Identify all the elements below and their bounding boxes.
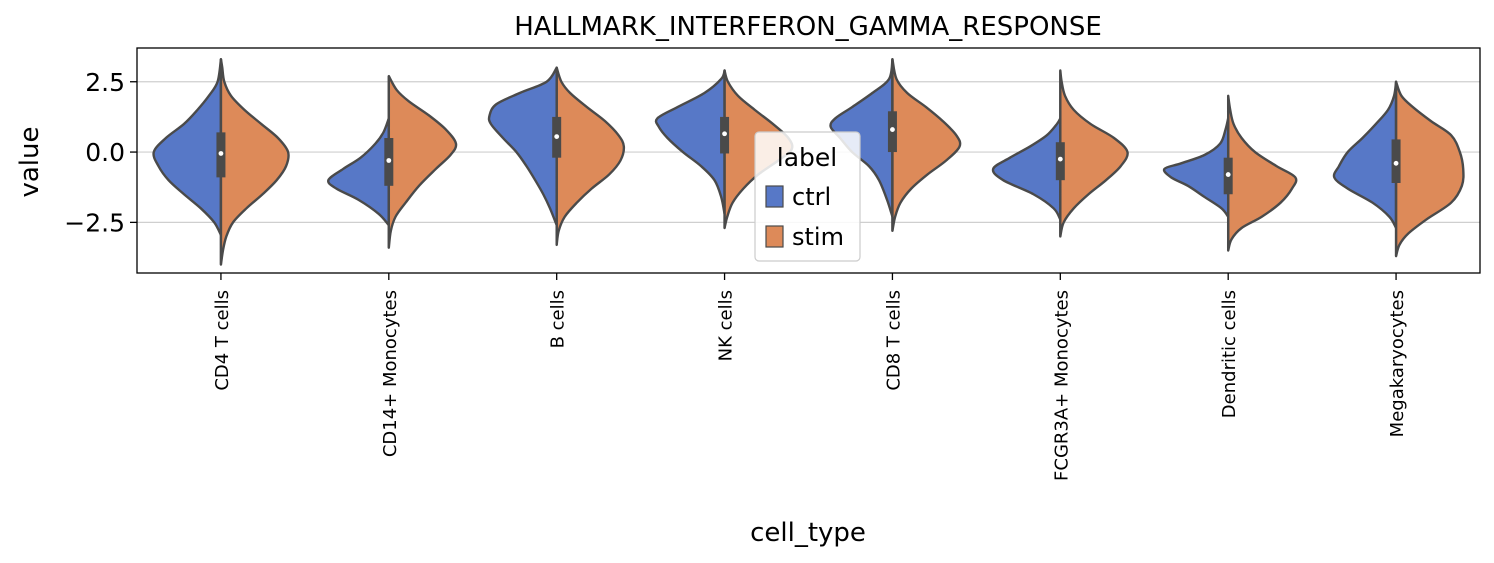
violin-stim-4 xyxy=(891,58,962,233)
violins xyxy=(152,58,1465,266)
box-median xyxy=(1393,160,1399,166)
y-axis-label: value xyxy=(15,126,45,197)
violin-ctrl-4 xyxy=(829,58,894,218)
violin-stim-6 xyxy=(1226,94,1298,252)
y-tick-label: 0.0 xyxy=(85,138,125,167)
x-tick-label: CD14+ Monocytes xyxy=(380,290,401,457)
violin-stim-0 xyxy=(219,58,290,266)
box-median xyxy=(890,127,895,132)
violin-ctrl-3 xyxy=(654,69,726,216)
y-tick-label: 2.5 xyxy=(85,68,125,97)
x-tick-label: CD4 T cells xyxy=(212,290,233,391)
box-median xyxy=(1057,156,1063,162)
violin-stim-7 xyxy=(1394,80,1465,258)
x-tick-label: Megakaryocytes xyxy=(1387,290,1408,437)
legend-label-ctrl: ctrl xyxy=(792,183,831,211)
violin-ctrl-6 xyxy=(1162,117,1230,218)
x-tick-label: B cells xyxy=(548,290,569,348)
legend: label ctrl stim xyxy=(754,131,861,262)
y-axis-ticks: 2.5 0.0 −2.5 xyxy=(64,68,137,237)
box-median xyxy=(554,134,560,139)
violin-ctrl-1 xyxy=(327,117,391,227)
chart-title: HALLMARK_INTERFERON_GAMMA_RESPONSE xyxy=(514,12,1102,42)
x-tick-label: Dendritic cells xyxy=(1219,290,1240,418)
box-median xyxy=(722,131,727,137)
x-axis-ticks: CD4 T cells CD14+ Monocytes B cells NK cell… xyxy=(212,273,1408,481)
x-tick-label: CD8 T cells xyxy=(883,290,904,391)
violin-ctrl-5 xyxy=(991,117,1062,221)
violin-stim-5 xyxy=(1059,69,1129,238)
inner-boxes xyxy=(216,59,1401,265)
x-axis-label: cell_type xyxy=(750,518,866,548)
violin-ctrl-2 xyxy=(487,66,558,227)
violin-stim-1 xyxy=(387,74,458,249)
box-median xyxy=(218,151,224,156)
legend-label-stim: stim xyxy=(792,223,844,251)
legend-swatch-ctrl xyxy=(765,185,784,208)
violin-ctrl-7 xyxy=(1332,80,1398,230)
x-tick-label: NK cells xyxy=(716,290,737,361)
violin-stim-2 xyxy=(555,66,626,247)
box-median xyxy=(386,158,392,163)
plot-area-frame xyxy=(136,47,1481,274)
violin-ctrl-0 xyxy=(152,58,223,237)
x-tick-label: FCGR3A+ Monocytes xyxy=(1051,290,1072,481)
legend-title: label xyxy=(777,143,837,172)
legend-swatch-stim xyxy=(765,225,784,248)
y-tick-label: −2.5 xyxy=(64,208,125,237)
box-median xyxy=(1225,172,1231,177)
